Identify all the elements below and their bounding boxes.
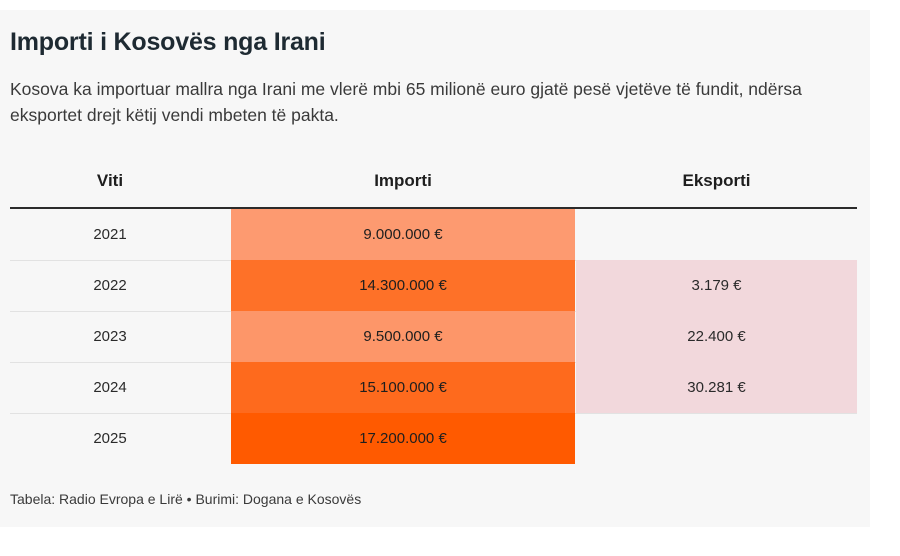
source-note: Tabela: Radio Evropa e Lirë • Burimi: Do… (10, 491, 362, 507)
year-cell: 2022 (93, 277, 127, 294)
chart-title: Importi i Kosovës nga Irani (10, 28, 326, 56)
import-cell: 9.500.000 € (231, 311, 575, 362)
column-header-year: Viti (96, 171, 124, 190)
import-cell: 14.300.000 € (231, 260, 575, 311)
chart-subtitle: Kosova ka importuar mallra nga Irani me … (10, 79, 802, 125)
year-cell: 2024 (93, 379, 127, 396)
export-cell: 3.179 € (576, 260, 857, 311)
import-cell: 15.100.000 € (231, 362, 575, 413)
export-cell: 22.400 € (576, 311, 857, 362)
import-cell: 9.000.000 € (231, 209, 575, 260)
year-cell: 2021 (93, 226, 127, 243)
export-cell: 30.281 € (576, 362, 857, 413)
year-cell: 2023 (93, 328, 127, 345)
header-rule (10, 207, 857, 209)
column-header-export: Eksporti (682, 171, 751, 190)
year-cell: 2025 (93, 430, 127, 447)
column-header-import: Importi (374, 171, 432, 190)
import-cell: 17.200.000 € (231, 413, 575, 464)
